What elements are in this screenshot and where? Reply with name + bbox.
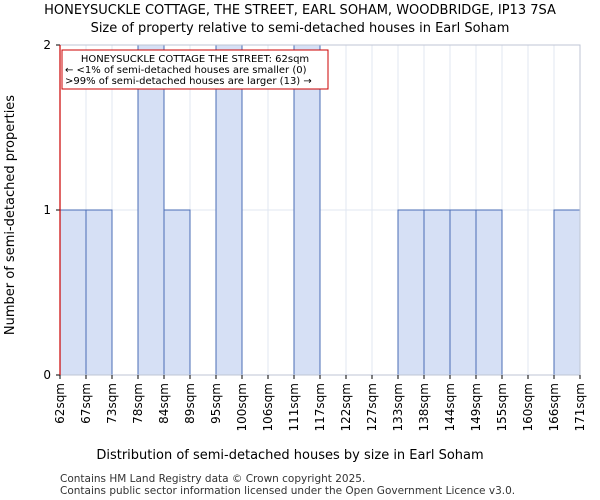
x-tick-label: 155sqm [495,383,509,431]
histogram-bar-133sqm [397,209,425,376]
histogram-bar-95sqm [215,44,243,376]
x-tick-label: 144sqm [443,383,457,431]
chart-title: HONEYSUCKLE COTTAGE, THE STREET, EARL SO… [44,3,556,18]
x-tick-label: 111sqm [287,383,301,431]
x-tick-label: 127sqm [365,383,379,431]
x-tick-label: 171sqm [573,383,587,431]
x-tick-label: 149sqm [469,383,483,431]
annotation-frame [61,49,329,90]
x-tick-label: 117sqm [313,383,327,431]
y-axis-label: Number of semi-detached properties [3,95,18,335]
x-tick-label: 73sqm [105,383,119,424]
histogram-bar-149sqm [475,209,503,376]
annotation-box: HONEYSUCKLE COTTAGE THE STREET: 62sqm ← … [61,49,329,90]
histogram-bar-144sqm [449,209,477,376]
x-tick-label: 160sqm [521,383,535,431]
x-tick-label: 166sqm [547,383,561,431]
histogram-bar-138sqm [423,209,451,376]
annotation-line-1: HONEYSUCKLE COTTAGE THE STREET: 62sqm [81,54,309,65]
y-tick-label: 0 [43,368,51,382]
y-axis-ticks: 0 1 2 [43,38,60,382]
x-tick-label: 122sqm [339,383,353,431]
x-tick-label: 133sqm [391,383,405,431]
x-tick-label: 78sqm [131,383,145,424]
x-tick-label: 138sqm [417,383,431,431]
bars [59,44,581,376]
annotation-line-2: ← <1% of semi-detached houses are smalle… [65,65,307,76]
x-tick-label: 89sqm [183,383,197,424]
x-tick-label: 95sqm [209,383,223,424]
chart-subtitle: Size of property relative to semi-detach… [91,21,510,36]
x-axis-label: Distribution of semi-detached houses by … [96,448,483,463]
x-tick-label: 84sqm [157,383,171,424]
annotation-line-3: >99% of semi-detached houses are larger … [65,76,312,87]
histogram-bar-166sqm [553,209,581,376]
footer-line-2: Contains public sector information licen… [60,485,515,497]
histogram-bar-84sqm [163,209,191,376]
x-tick-label: 106sqm [261,383,275,431]
x-tick-label: 100sqm [235,383,249,431]
x-tick-label: 67sqm [79,383,93,424]
y-tick-label: 1 [43,203,51,217]
y-tick-label: 2 [43,38,51,52]
histogram-bar-67sqm [85,209,113,376]
histogram-bar-62sqm [59,209,87,376]
histogram-bar-78sqm [137,44,165,376]
x-tick-label: 62sqm [53,383,67,424]
x-axis-ticks: 62sqm 67sqm 73sqm 78sqm 84sqm 89sqm 95sqm 100sq… [53,375,587,431]
histogram-bar-111sqm [293,44,321,376]
footer-line-1: Contains HM Land Registry data © Crown c… [60,473,365,485]
